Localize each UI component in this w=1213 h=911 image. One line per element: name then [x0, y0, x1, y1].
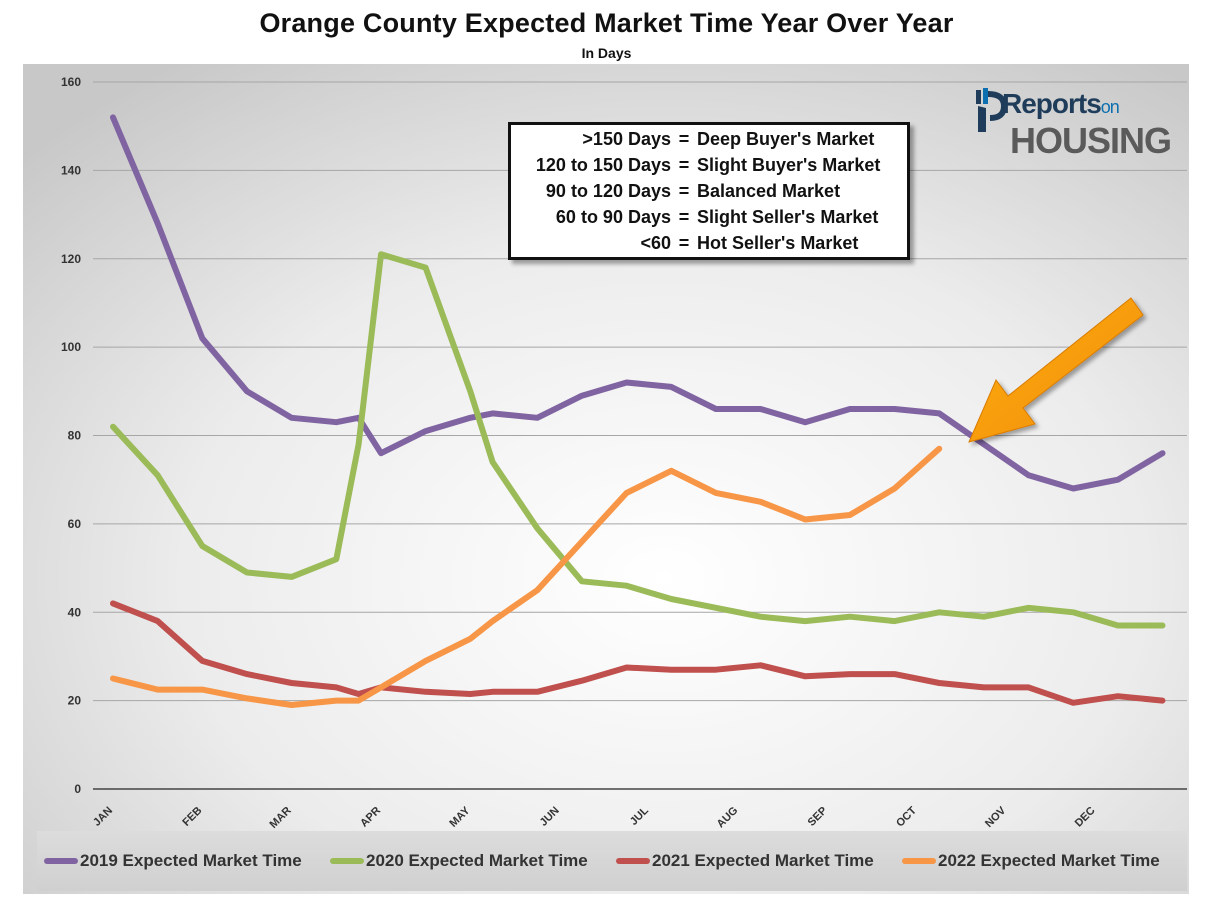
- market-label: Slight Buyer's Market: [697, 155, 881, 175]
- legend-label: 2022 Expected Market Time: [938, 851, 1160, 870]
- series-line-2022-expected-market-time: [110, 445, 943, 708]
- y-tick-label: 100: [61, 340, 81, 354]
- annotation-arrow: [968, 297, 1144, 443]
- legend-swatch: [616, 858, 650, 864]
- equals-sign: =: [678, 129, 690, 149]
- market-row: 120 to 150 Days = Slight Buyer's Market: [511, 155, 880, 181]
- market-row: >150 Days = Deep Buyer's Market: [511, 129, 874, 155]
- y-tick-label: 40: [68, 605, 82, 619]
- equals-sign: =: [678, 155, 690, 175]
- market-legend-box: >150 Days = Deep Buyer's Market 120 to 1…: [508, 122, 910, 260]
- series-line-2021-expected-market-time: [110, 600, 1166, 706]
- equals-sign: =: [678, 181, 690, 201]
- y-axis-ticks: 0 20 40 60 80 100 120 140 160: [61, 75, 81, 796]
- legend-item-2019: 2019 Expected Market Time: [44, 850, 302, 872]
- legend-background: [37, 831, 1187, 891]
- legend-item-2021: 2021 Expected Market Time: [616, 850, 874, 872]
- y-tick-label: 20: [68, 694, 82, 708]
- market-range: >150 Days: [582, 129, 671, 149]
- logo-word-on: on: [1100, 97, 1120, 117]
- logo-text-top: Reportson: [1002, 88, 1120, 120]
- legend-swatch: [330, 858, 364, 864]
- logo-mark-icon: [976, 88, 1008, 132]
- market-row: 90 to 120 Days = Balanced Market: [511, 181, 840, 207]
- legend-item-2022: 2022 Expected Market Time: [902, 850, 1160, 872]
- market-label: Slight Seller's Market: [697, 207, 879, 227]
- reports-on-housing-logo: Reportson HOUSING: [972, 86, 1177, 161]
- logo-word-reports: Reports: [1002, 88, 1102, 119]
- y-tick-label: 60: [68, 517, 82, 531]
- chart-title: Orange County Expected Market Time Year …: [259, 8, 954, 38]
- y-tick-label: 80: [68, 429, 82, 443]
- market-row: 60 to 90 Days = Slight Seller's Market: [511, 207, 878, 233]
- series-line-2020-expected-market-time: [110, 251, 1166, 629]
- y-tick-label: 0: [74, 782, 81, 796]
- market-label: Balanced Market: [697, 181, 841, 201]
- equals-sign: =: [678, 233, 690, 253]
- market-row: <60 = Hot Seller's Market: [511, 233, 858, 259]
- market-range: <60: [640, 233, 671, 253]
- y-tick-label: 140: [61, 163, 81, 177]
- legend-label: 2021 Expected Market Time: [652, 851, 874, 870]
- market-label: Hot Seller's Market: [697, 233, 859, 253]
- legend-label: 2019 Expected Market Time: [80, 851, 302, 870]
- y-tick-label: 160: [61, 75, 81, 89]
- market-range: 60 to 90 Days: [555, 207, 671, 227]
- y-tick-label: 120: [61, 252, 81, 266]
- arrow-icon: [968, 297, 1144, 443]
- market-range: 120 to 150 Days: [535, 155, 671, 175]
- equals-sign: =: [678, 207, 690, 227]
- legend-swatch: [44, 858, 78, 864]
- market-range: 90 to 120 Days: [545, 181, 671, 201]
- logo-text-bottom: HOUSING: [1010, 120, 1172, 161]
- gridlines: [93, 81, 1187, 790]
- chart-subtitle: In Days: [581, 45, 632, 61]
- legend-swatch: [902, 858, 936, 864]
- legend-label: 2020 Expected Market Time: [366, 851, 588, 870]
- market-label: Deep Buyer's Market: [697, 129, 875, 149]
- legend-item-2020: 2020 Expected Market Time: [330, 850, 588, 872]
